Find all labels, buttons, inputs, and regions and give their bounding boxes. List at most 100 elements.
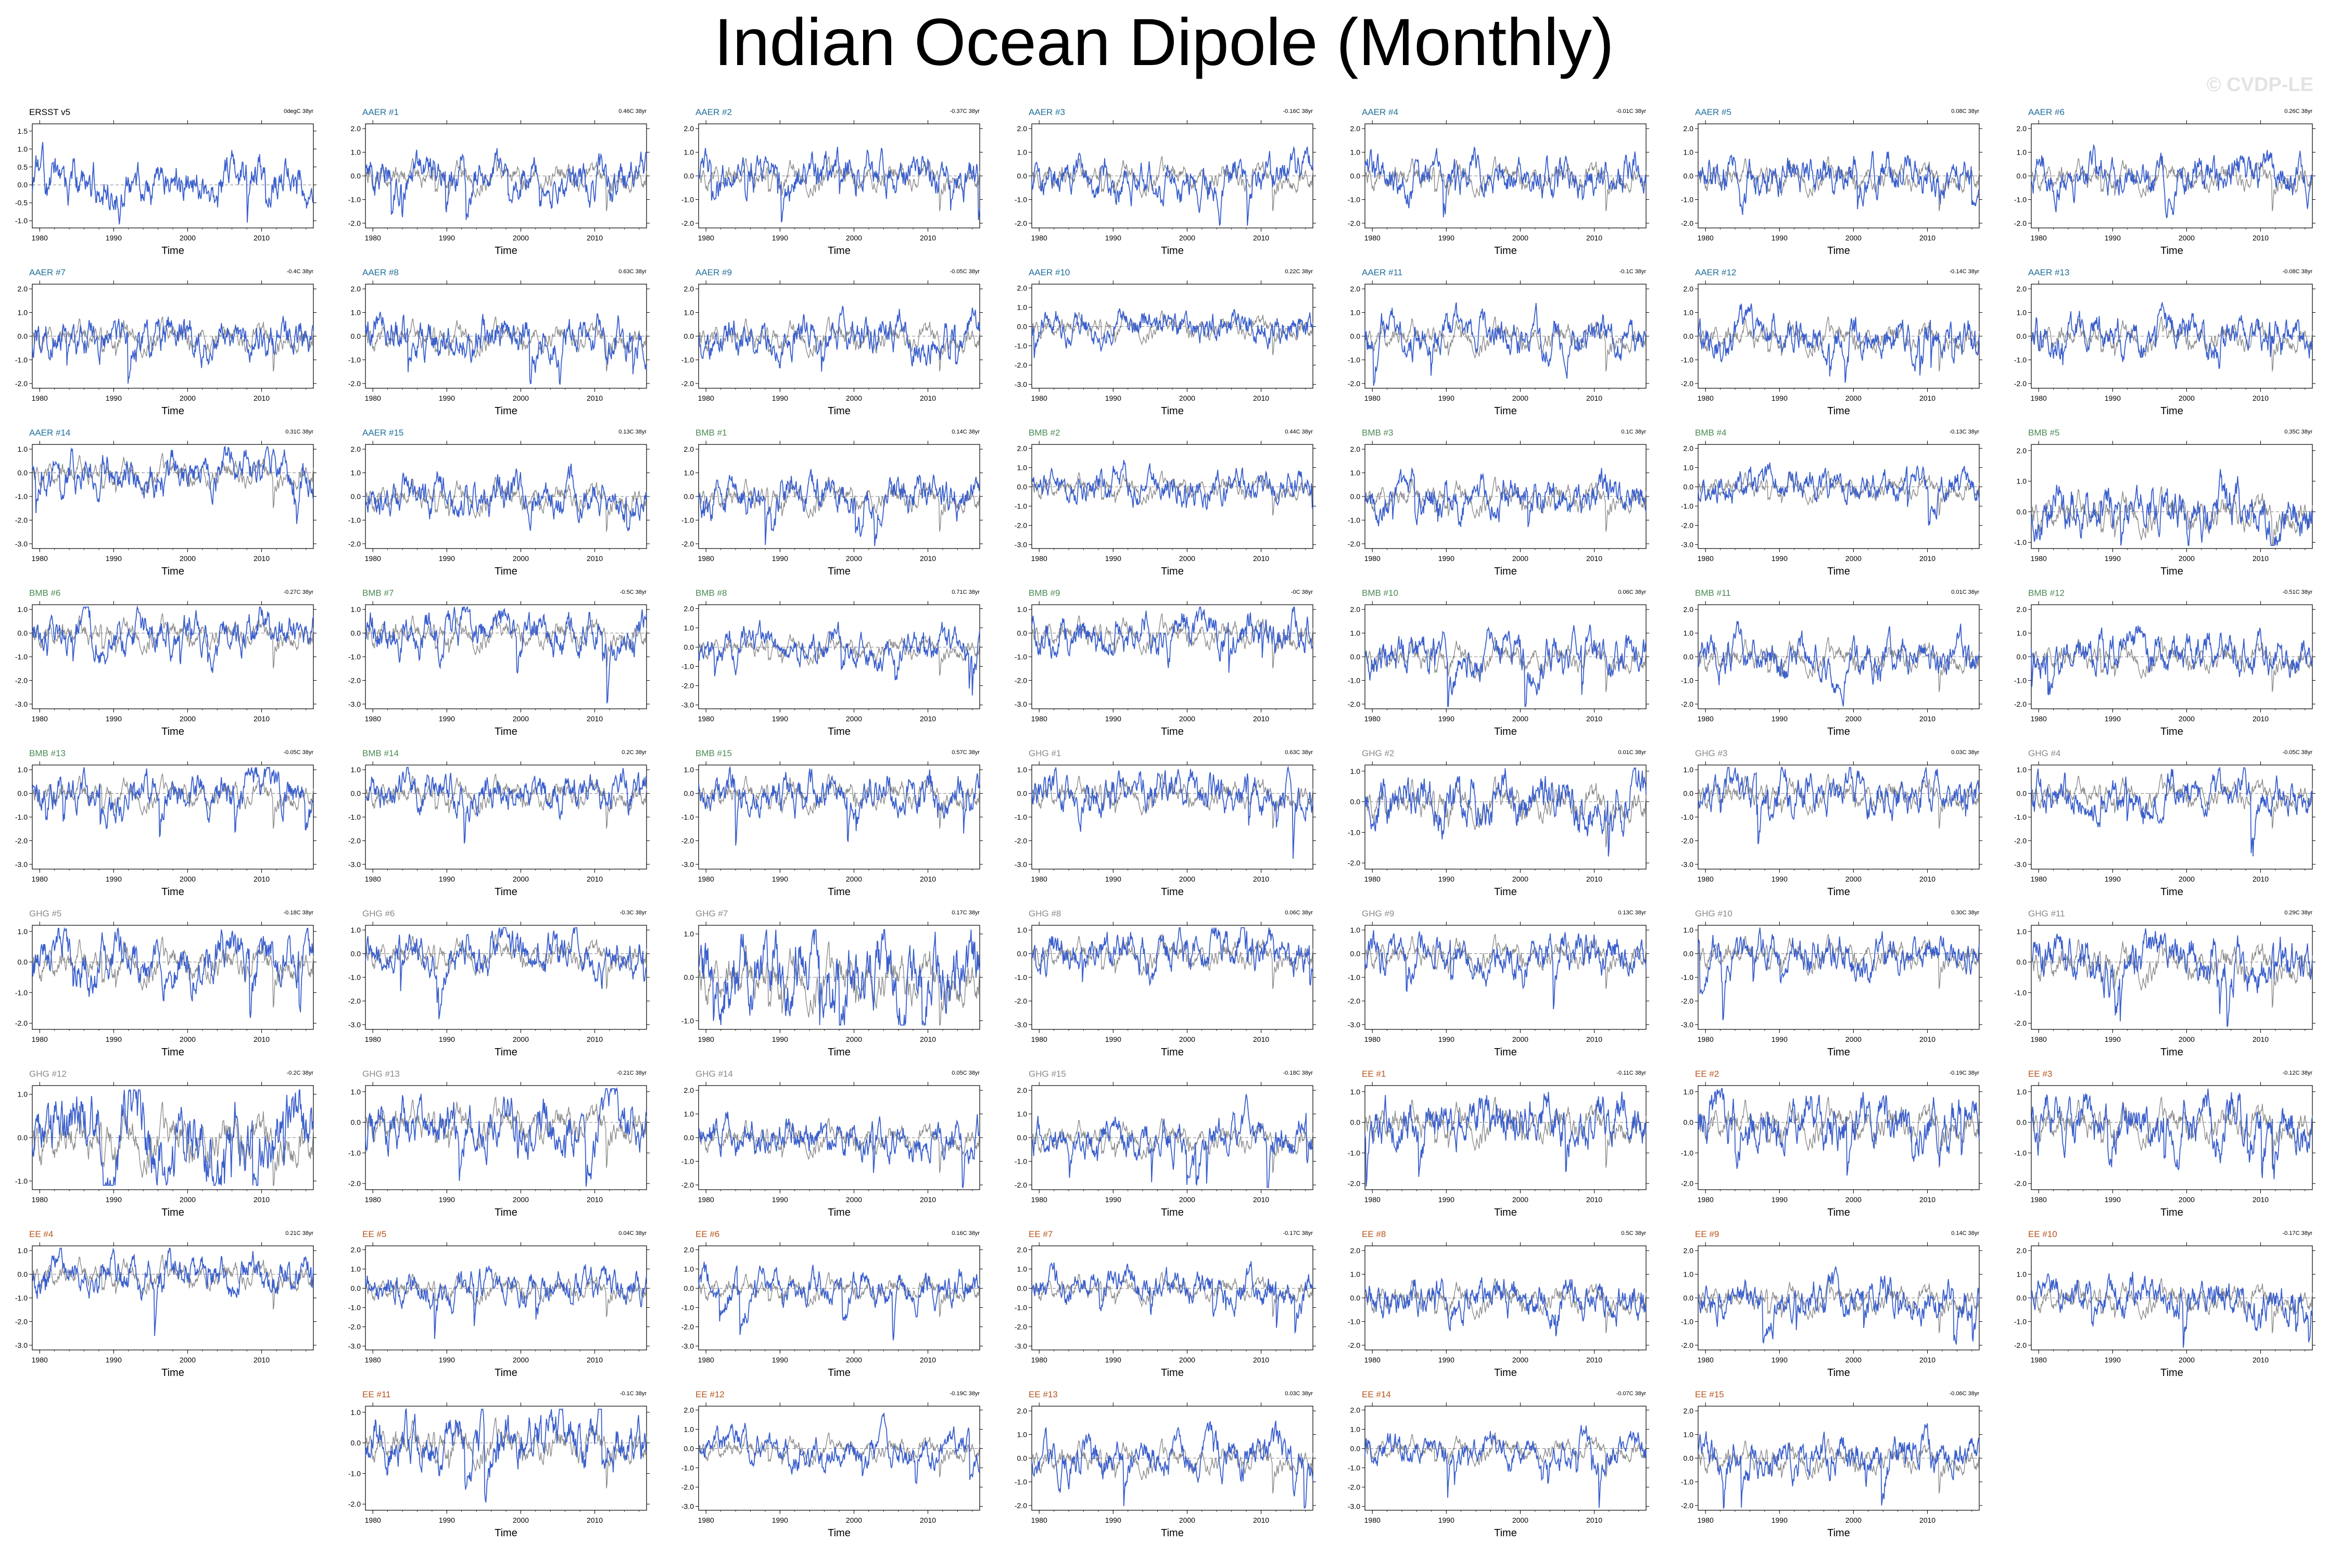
y-tick-label: 0.0	[1684, 789, 1694, 798]
panel-label: BMB #12	[2028, 588, 2065, 598]
ts-panel: GHG #1 0.63C 38yr 1.0 0.0 -1.0 -2.0 -3.0 1980 19…	[1015, 748, 1352, 909]
y-tick-label: -2.0	[1681, 379, 1693, 388]
x-tick-label: 1980	[1031, 554, 1047, 563]
ts-panel: GHG #9 0.13C 38yr 1.0 0.0 -1.0 -2.0 -3.0 1980 19…	[1348, 909, 1686, 1069]
panel-trend: 0.05C 38yr	[952, 1070, 980, 1076]
panel-trend: 0.2C 38yr	[622, 749, 647, 756]
member-series-line	[365, 927, 647, 1019]
x-tick-label: 2000	[2179, 234, 2195, 242]
y-tick-label: -1.0	[1348, 973, 1360, 981]
x-tick-label: 2010	[1919, 875, 1935, 883]
x-tick-label: 1990	[1772, 1035, 1788, 1043]
y-tick-label: 0.0	[1684, 1118, 1694, 1127]
x-tick-label: 2000	[1512, 1035, 1528, 1043]
x-tick-label: 1980	[698, 715, 714, 723]
y-tick-label: -1.0	[1681, 676, 1693, 684]
y-tick-label: -1.0	[681, 195, 694, 203]
y-tick-label: 1.0	[1350, 469, 1361, 477]
y-tick-label: -1.0	[1015, 195, 1027, 203]
panel-trend: 0.31C 38yr	[285, 429, 313, 435]
y-tick-label: -2.0	[15, 676, 28, 684]
panel-trend: 0.29C 38yr	[2284, 910, 2312, 916]
ts-panel: AAER #5 0.08C 38yr 2.0 1.0 0.0 -1.0 -2.0 1980 19…	[1681, 107, 2019, 267]
x-tick-label: 2000	[1845, 1356, 1862, 1364]
y-tick-label: 2.0	[351, 1245, 361, 1254]
y-tick-label: 1.0	[1350, 1425, 1361, 1433]
x-tick-label: 1980	[1364, 394, 1381, 402]
y-tick-label: 2.0	[1684, 285, 1694, 293]
y-tick-label: -2.0	[1015, 361, 1027, 369]
y-tick-label: 0.0	[351, 492, 361, 501]
y-tick-label: 0.0	[18, 629, 28, 638]
y-tick-label: 1.0	[1350, 629, 1361, 638]
y-tick-label: 0.0	[1684, 482, 1694, 491]
y-tick-label: 2.0	[1350, 1406, 1361, 1414]
x-tick-label: 2000	[1179, 394, 1195, 402]
y-tick-label: -2.0	[1348, 1179, 1360, 1188]
panel-plot: 2.0 1.0 0.0 -1.0 -2.0 -3.0 1980 1990 2000 2010 Tim…	[1015, 441, 1316, 577]
y-tick-label: 0.0	[351, 172, 361, 180]
y-tick-label: -2.0	[681, 379, 694, 388]
y-tick-label: 2.0	[1017, 444, 1028, 452]
panel-trend: -0.17C 38yr	[2282, 1230, 2312, 1236]
y-tick-label: -1.0	[15, 216, 28, 225]
member-series-line	[365, 1408, 647, 1503]
y-tick-label: -3.0	[348, 1342, 361, 1350]
x-tick-label: 1990	[772, 394, 788, 402]
y-tick-label: -2.0	[1681, 997, 1693, 1005]
panel-trend: 0.04C 38yr	[618, 1230, 647, 1236]
x-axis-label: Time	[1161, 1367, 1184, 1379]
y-tick-label: 2.0	[684, 285, 694, 293]
ts-panel: EE #12 -0.19C 38yr 2.0 1.0 0.0 -1.0 -2.0 -3.0 19…	[681, 1389, 1019, 1550]
x-axis-label: Time	[1827, 1207, 1850, 1218]
y-tick-label: -2.0	[1348, 379, 1360, 388]
member-series-line	[32, 445, 314, 524]
panel-plot: 2.0 1.0 0.0 -1.0 -2.0 1980 1990 2000 2010 Time	[348, 120, 650, 257]
y-tick-label: 0.0	[351, 332, 361, 340]
observed-overlay-line	[32, 1101, 314, 1186]
y-tick-label: -1.0	[2014, 355, 2027, 364]
panel-label: EE #4	[29, 1229, 54, 1239]
panel-plot: 2.0 1.0 0.0 -1.0 -2.0 -3.0 1980 1990 2000 2010 Tim…	[681, 1242, 983, 1379]
x-axis-label: Time	[1494, 886, 1517, 898]
y-tick-label: 0.0	[1017, 789, 1028, 798]
y-tick-label: 0.0	[18, 332, 28, 340]
observed-overlay-line	[32, 453, 314, 508]
panel-trend: -0.18C 38yr	[1283, 1070, 1313, 1076]
y-tick-label: -3.0	[348, 860, 361, 869]
y-tick-label: 1.0	[2017, 1270, 2027, 1279]
y-tick-label: 0.0	[1350, 492, 1361, 501]
plot-frame	[1031, 1245, 1313, 1350]
y-tick-label: 0.0	[351, 789, 361, 798]
x-tick-label: 1990	[1105, 875, 1121, 883]
x-tick-label: 2010	[1919, 394, 1935, 402]
panel-trend: 0.01C 38yr	[1951, 589, 1979, 595]
panel-label: EE #6	[695, 1229, 720, 1239]
x-axis-label: Time	[161, 886, 184, 898]
y-tick-label: 2.0	[1684, 1246, 1694, 1255]
y-tick-label: 1.5	[18, 127, 28, 135]
y-tick-label: -1.0	[1015, 1477, 1027, 1486]
y-tick-label: -1.0	[681, 1016, 694, 1025]
x-tick-label: 2010	[587, 1195, 603, 1204]
y-tick-label: -1.0	[1348, 1149, 1360, 1157]
x-tick-label: 2000	[1179, 715, 1195, 723]
ts-panel: EE #4 0.21C 38yr 1.0 0.0 -1.0 -2.0 -3.0 1980 199…	[15, 1229, 353, 1389]
observed-overlay-line	[1698, 773, 1980, 829]
x-tick-label: 1980	[698, 234, 714, 242]
x-tick-label: 1980	[1364, 715, 1381, 723]
x-tick-label: 1990	[1438, 1516, 1454, 1524]
y-tick-label: -2.0	[2014, 1179, 2027, 1188]
x-tick-label: 1990	[1105, 1035, 1121, 1043]
y-tick-label: 0.0	[1017, 322, 1028, 330]
x-tick-label: 2000	[1845, 394, 1862, 402]
panel-trend: 0.13C 38yr	[618, 429, 647, 435]
x-tick-label: 1980	[1364, 554, 1381, 563]
y-tick-label: 1.0	[1017, 1110, 1028, 1118]
y-tick-label: -3.0	[681, 701, 694, 709]
x-tick-label: 2000	[180, 1356, 196, 1364]
x-tick-label: 1980	[1031, 234, 1047, 242]
panel-label: AAER #11	[1362, 267, 1403, 277]
ts-panel: GHG #6 -0.3C 38yr 1.0 0.0 -1.0 -2.0 -3.0 1980 19…	[348, 909, 686, 1069]
panel-plot: 1.0 0.0 -1.0 -2.0 -3.0 1980 1990 2000 2010 Time	[15, 1242, 317, 1379]
